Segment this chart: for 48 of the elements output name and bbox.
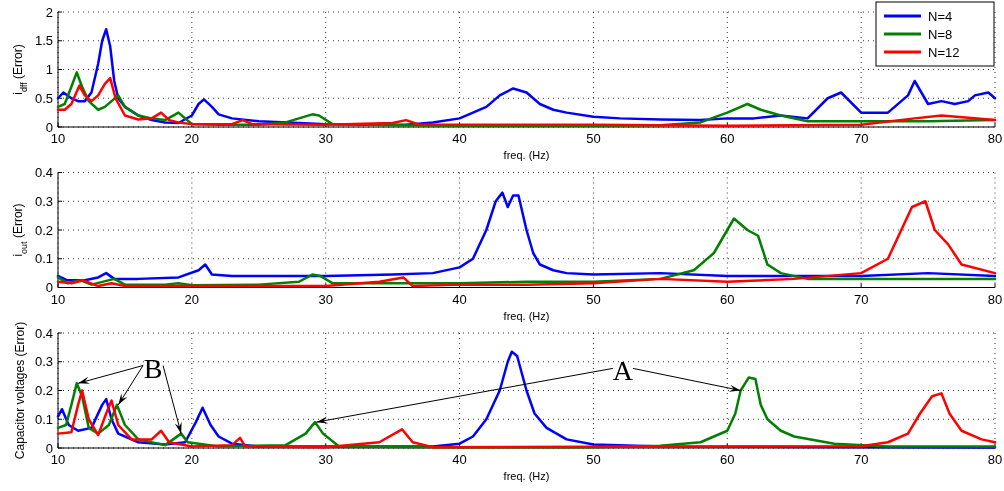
x-tick-label: 50 xyxy=(586,291,601,307)
x-axis-title: freq. (Hz) xyxy=(503,149,550,161)
x-tick-label: 30 xyxy=(318,131,333,146)
y-tick-label: 0 xyxy=(45,440,53,456)
x-tick-label: 10 xyxy=(50,131,66,146)
x-tick-label: 20 xyxy=(184,452,200,467)
x-tick-label: 60 xyxy=(720,291,735,307)
x-axis-title: freq. (Hz) xyxy=(503,309,550,322)
x-tick-label: 40 xyxy=(452,131,467,146)
y-tick-label: 0 xyxy=(45,280,53,295)
y-axis-title: Capacitor voltages (Error) xyxy=(13,321,27,460)
y-tick-label: 2 xyxy=(45,4,53,20)
legend-label: N=4 xyxy=(928,9,953,24)
x-tick-label: 60 xyxy=(720,452,735,467)
x-tick-label: 10 xyxy=(50,452,66,467)
x-tick-label: 60 xyxy=(720,131,735,146)
y-tick-label: 0.3 xyxy=(34,193,53,209)
x-tick-label: 20 xyxy=(184,131,200,146)
annotation: A xyxy=(612,355,634,387)
x-tick-label: 10 xyxy=(50,291,66,307)
x-tick-label: 80 xyxy=(987,131,1003,146)
x-tick-label: 80 xyxy=(987,291,1003,307)
y-tick-label: 1.5 xyxy=(34,33,53,49)
x-tick-label: 20 xyxy=(184,291,200,307)
x-tick-label: 40 xyxy=(452,452,467,467)
x-tick-label: 30 xyxy=(318,291,333,307)
x-tick-label: 70 xyxy=(853,131,869,146)
y-tick-label: 0.1 xyxy=(34,251,53,267)
y-tick-label: 1 xyxy=(45,62,53,77)
x-tick-label: 50 xyxy=(586,452,601,467)
x-tick-label: 70 xyxy=(853,452,869,467)
x-tick-label: 70 xyxy=(853,291,869,307)
legend-label: N=12 xyxy=(928,45,960,60)
x-tick-label: 80 xyxy=(987,452,1003,467)
y-tick-label: 0.1 xyxy=(34,411,53,427)
x-axis-title: freq. (Hz) xyxy=(503,470,550,482)
legend-label: N=8 xyxy=(928,27,953,42)
y-tick-label: 0 xyxy=(45,119,53,135)
x-tick-label: 30 xyxy=(318,452,333,467)
y-tick-label: 0.4 xyxy=(34,165,53,180)
y-tick-label: 0.4 xyxy=(34,325,53,341)
annotation: B xyxy=(143,352,163,384)
y-tick-label: 0.2 xyxy=(34,222,53,238)
y-tick-label: 0.3 xyxy=(34,354,53,370)
x-tick-label: 50 xyxy=(586,131,601,146)
y-tick-label: 0.2 xyxy=(34,383,53,398)
y-tick-label: 0.5 xyxy=(34,90,53,106)
x-tick-label: 40 xyxy=(452,291,467,307)
